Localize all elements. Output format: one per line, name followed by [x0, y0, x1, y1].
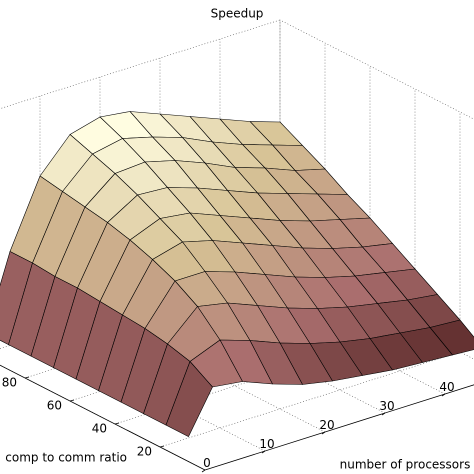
- grid-line: [114, 89, 416, 425]
- x-tick-label: 40: [439, 380, 454, 394]
- y-tick: [114, 422, 120, 425]
- x-tick-label: 10: [259, 437, 274, 451]
- y-tick-label: 20: [137, 445, 152, 459]
- surface-patch: [165, 361, 213, 437]
- y-tick-label: 40: [92, 422, 107, 436]
- y-tick: [69, 399, 75, 402]
- y-tick-label: 80: [2, 376, 17, 390]
- x-tick: [261, 450, 266, 454]
- y-axis: [0, 364, 206, 471]
- x-tick-label: 30: [379, 399, 394, 413]
- x-axis-label: number of processors: [340, 458, 471, 472]
- x-tick: [321, 431, 326, 435]
- x-tick-label: 20: [319, 418, 334, 432]
- x-tick: [441, 393, 446, 397]
- y-tick-label: 60: [47, 399, 62, 413]
- chart-title: Speedup: [211, 7, 264, 21]
- y-axis-label: comp to comm ratio: [5, 451, 127, 465]
- y-tick: [24, 376, 30, 379]
- x-tick: [381, 412, 386, 416]
- x-axis: [204, 384, 474, 471]
- y-tick: [159, 445, 165, 448]
- x-tick: [201, 469, 206, 473]
- grid-line: [69, 66, 371, 402]
- grid-line: [24, 43, 326, 379]
- grid-line: [159, 112, 461, 448]
- x-tick-label: 0: [203, 456, 211, 470]
